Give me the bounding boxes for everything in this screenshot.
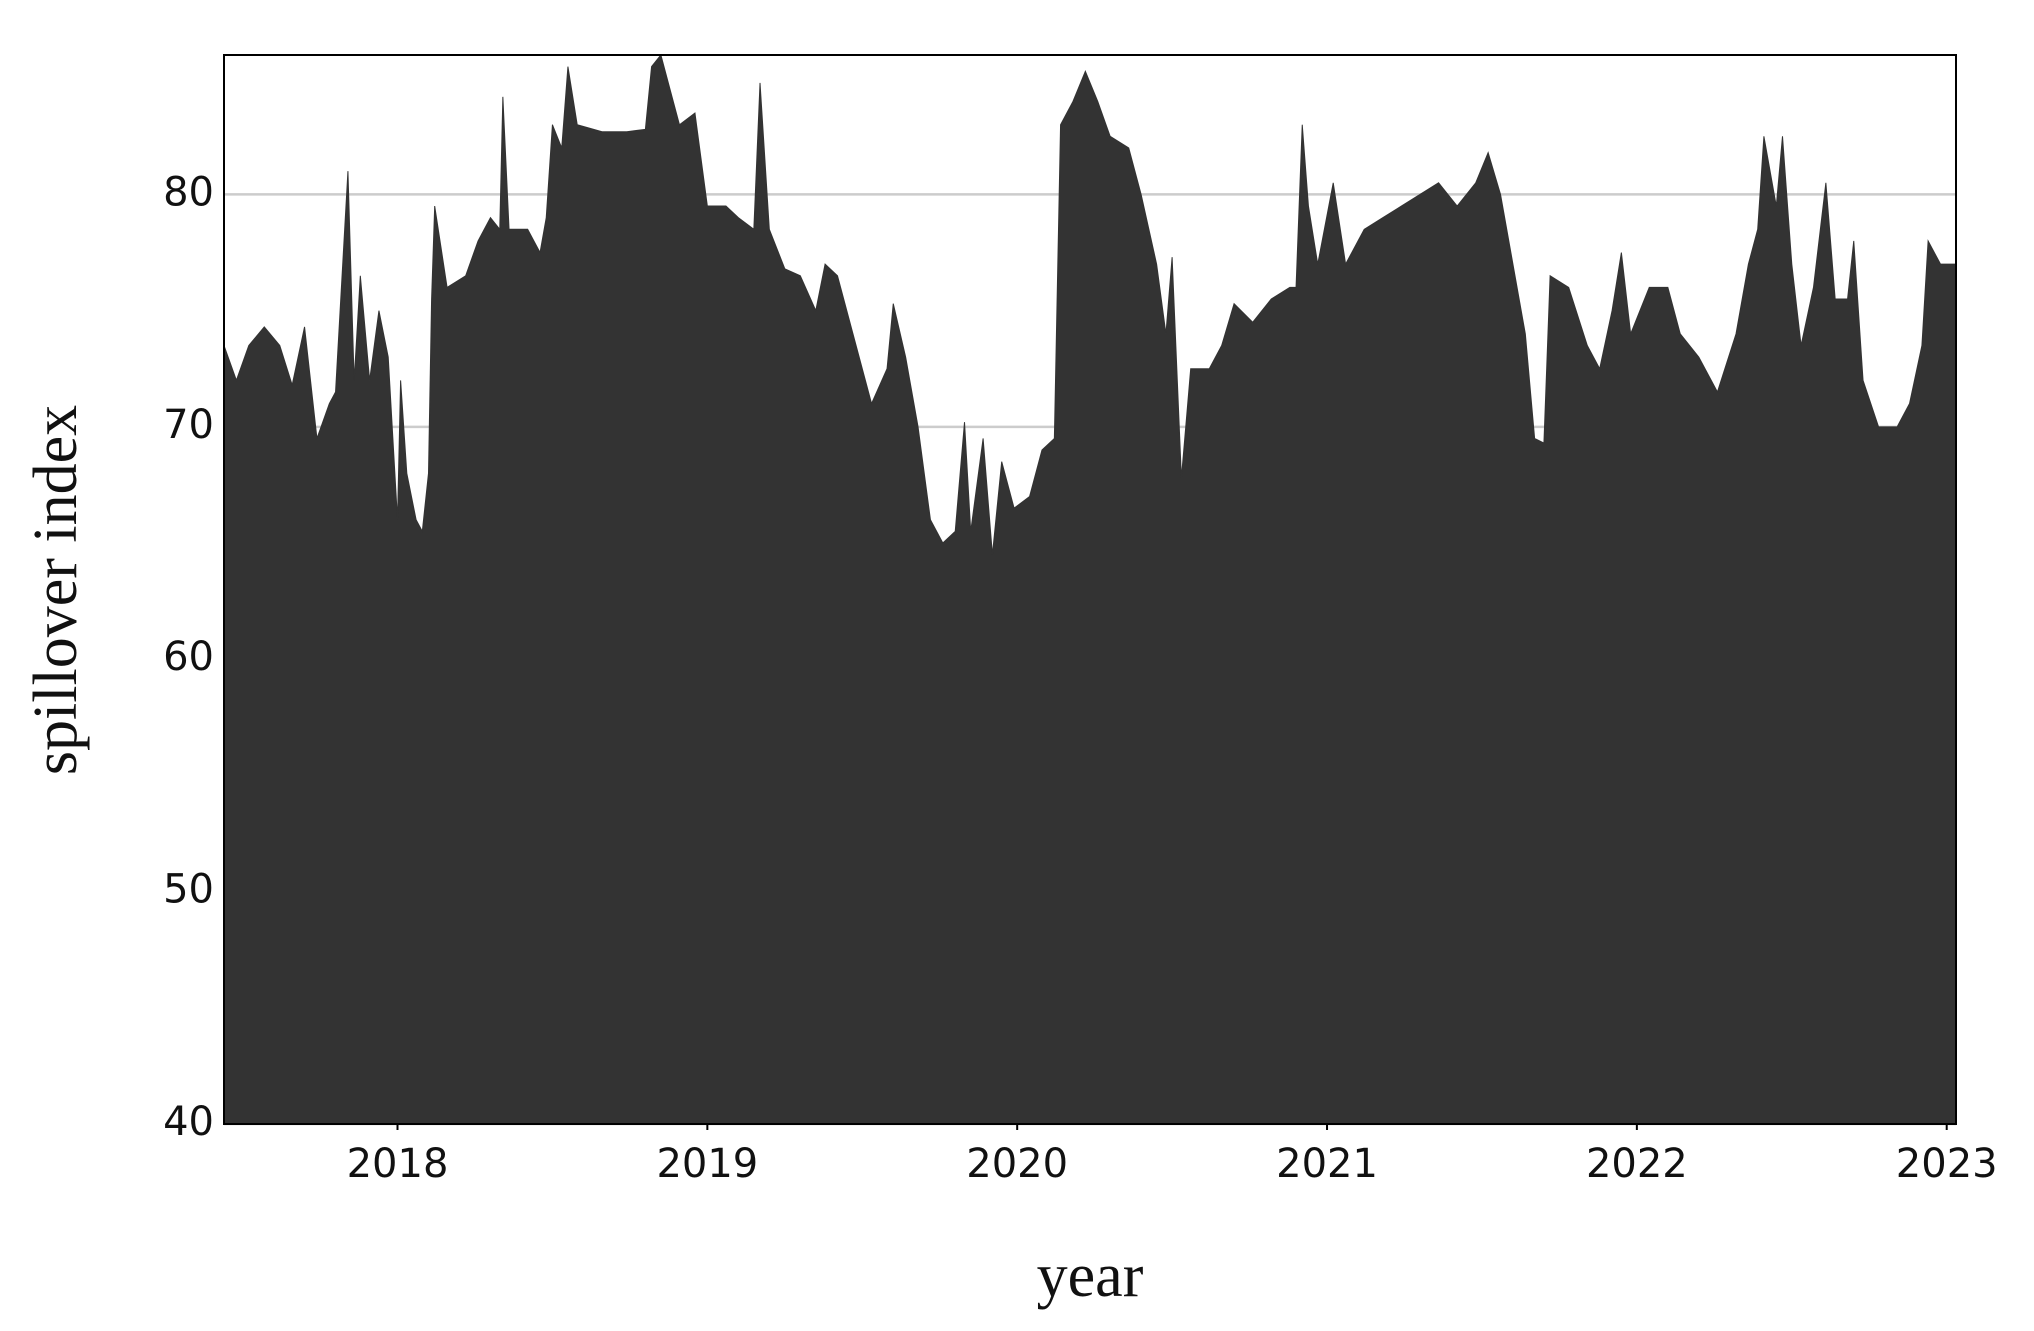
x-tick-label: 2021 — [1276, 1141, 1378, 1187]
y-tick-label: 40 — [163, 1099, 214, 1145]
y-tick-label: 50 — [163, 867, 214, 913]
x-tick-label: 2023 — [1896, 1141, 1998, 1187]
x-tick-label: 2019 — [656, 1141, 758, 1187]
plot-frame — [223, 54, 1957, 1125]
y-axis-title: spillover index — [22, 405, 90, 775]
marks — [223, 53, 1957, 1125]
x-tick-label: 2018 — [347, 1141, 449, 1187]
x-tick-label: 2020 — [966, 1141, 1068, 1187]
area — [223, 53, 1957, 1125]
labels: 40 50 60 70 80 2018 2019 2020 2021 2022 2023 — [163, 169, 1998, 1187]
y-tick-label: 60 — [163, 634, 214, 680]
x-axis-title: year — [1037, 1242, 1144, 1310]
x-tick-label: 2022 — [1586, 1141, 1688, 1187]
y-tick-label: 80 — [163, 169, 214, 215]
y-tick-label: 70 — [163, 402, 214, 448]
